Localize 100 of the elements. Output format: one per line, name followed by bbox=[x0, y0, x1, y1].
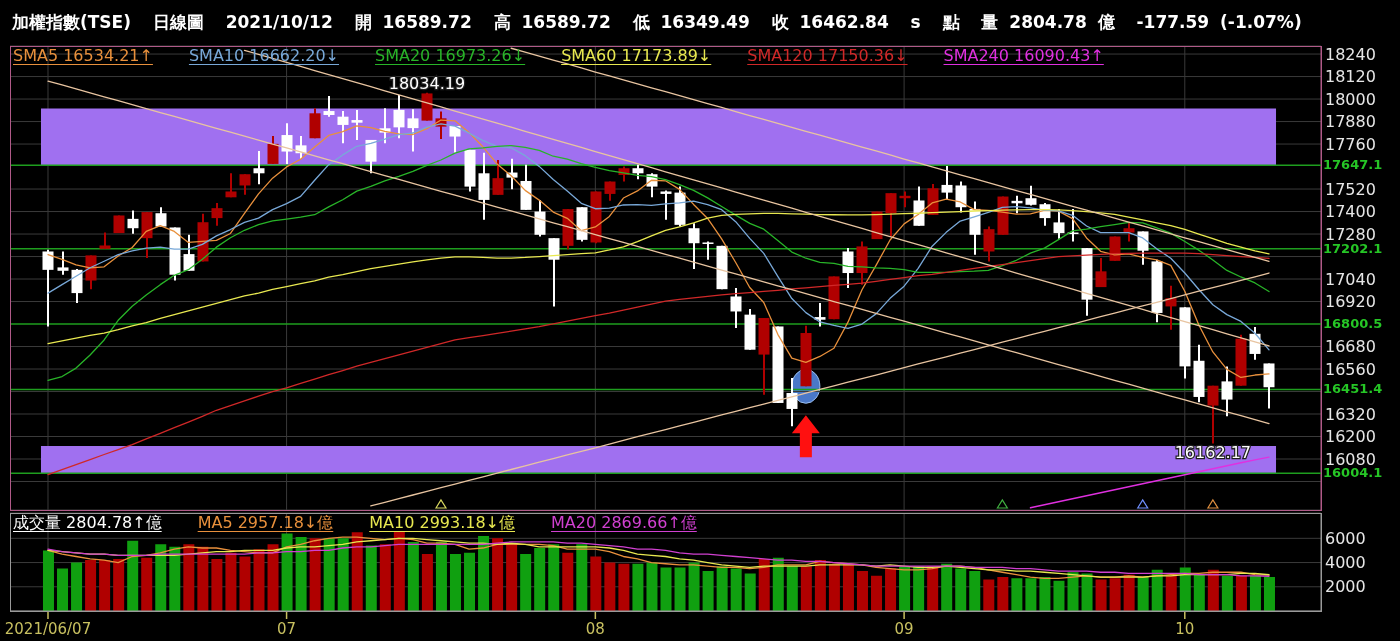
y-tick-label: 17040 bbox=[1325, 269, 1376, 289]
bar bbox=[576, 544, 588, 611]
x-tick-label: 07 bbox=[277, 620, 297, 638]
bar bbox=[1263, 577, 1275, 611]
bar bbox=[393, 531, 405, 611]
bar bbox=[449, 554, 461, 611]
bar bbox=[1207, 569, 1219, 611]
candlestick bbox=[786, 377, 798, 428]
candlestick bbox=[660, 189, 672, 221]
bar bbox=[983, 579, 995, 611]
bar bbox=[1193, 574, 1205, 611]
bar bbox=[899, 566, 911, 611]
candlestick bbox=[688, 222, 700, 271]
bar bbox=[99, 560, 111, 611]
y-tick-label: 17400 bbox=[1325, 202, 1376, 222]
text: SMA120 17150.36↓ bbox=[747, 46, 908, 65]
y-tick-label: 16680 bbox=[1325, 337, 1376, 357]
bar bbox=[927, 566, 939, 611]
bar bbox=[885, 568, 897, 611]
series-label: MA20 2869.66↑億 bbox=[551, 513, 697, 532]
bar bbox=[716, 566, 728, 611]
candlestick bbox=[183, 233, 195, 272]
y-tick-label: 16920 bbox=[1325, 292, 1376, 312]
bar bbox=[141, 557, 153, 611]
candlestick bbox=[267, 134, 279, 165]
bar bbox=[590, 556, 602, 611]
candlestick bbox=[393, 93, 405, 140]
candlestick bbox=[941, 164, 953, 201]
bar bbox=[57, 568, 69, 611]
bar bbox=[295, 537, 307, 611]
y-tick-label: 18120 bbox=[1325, 67, 1376, 87]
bar bbox=[506, 544, 518, 611]
bar bbox=[85, 560, 97, 611]
candlestick bbox=[1137, 230, 1149, 266]
line-series bbox=[47, 252, 1270, 476]
bar bbox=[1025, 578, 1037, 611]
bar bbox=[365, 545, 377, 611]
candlestick bbox=[1263, 362, 1275, 410]
candlestick bbox=[1123, 221, 1135, 243]
ref-line-label: 16004.1 bbox=[1323, 465, 1383, 482]
bar bbox=[1137, 577, 1149, 611]
bar bbox=[323, 538, 335, 611]
bar bbox=[1039, 577, 1051, 611]
candlestick bbox=[1221, 365, 1233, 418]
bar bbox=[702, 571, 714, 611]
bar bbox=[183, 544, 195, 611]
bar bbox=[309, 538, 321, 611]
text: SMA240 16090.43↑ bbox=[943, 46, 1104, 65]
ref-line-label: 16800.5 bbox=[1323, 315, 1383, 332]
bar bbox=[1235, 575, 1247, 611]
bar bbox=[421, 554, 433, 611]
bar bbox=[155, 544, 167, 611]
candlestick bbox=[42, 248, 54, 328]
bar bbox=[955, 568, 967, 611]
text: SMA5 16534.21↑ bbox=[13, 46, 153, 65]
ref-line-label: 17647.1 bbox=[1323, 157, 1383, 174]
candlestick bbox=[842, 247, 854, 290]
text: SMA20 16973.26↓ bbox=[375, 46, 526, 65]
chart-title: 加權指數(TSE) 日線圖 2021/10/12 開 16589.72 高 16589.72 低 16349.49 收 16462.84 s 點 量 2804.78 億 -177.59 (-1.07%) bbox=[12, 11, 1302, 33]
candlestick bbox=[955, 180, 967, 214]
bar bbox=[800, 566, 812, 611]
bar bbox=[1109, 578, 1121, 611]
bar bbox=[1165, 575, 1177, 611]
bar bbox=[267, 544, 279, 611]
bar bbox=[534, 548, 546, 611]
bar bbox=[211, 558, 223, 611]
bar bbox=[856, 571, 868, 611]
y-tick-label: 17760 bbox=[1325, 134, 1376, 154]
bar bbox=[169, 546, 181, 611]
annotation: 16162.17 bbox=[1174, 442, 1252, 462]
candlestick bbox=[351, 108, 363, 141]
bar bbox=[407, 541, 419, 611]
y-tick-label: 18240 bbox=[1325, 44, 1376, 64]
candlestick bbox=[127, 209, 139, 235]
annotation: 18034.19 bbox=[388, 73, 466, 93]
y-tick-label: 16560 bbox=[1325, 359, 1376, 379]
candlestick bbox=[71, 268, 83, 305]
y-tick-label: 16320 bbox=[1325, 404, 1376, 424]
bar bbox=[786, 566, 798, 611]
candlestick bbox=[211, 202, 223, 227]
bar bbox=[127, 540, 139, 611]
bar bbox=[1179, 567, 1191, 611]
candlestick bbox=[983, 225, 995, 263]
bar bbox=[113, 558, 125, 611]
bar bbox=[744, 573, 756, 611]
series-label: MA10 2993.18↓億 bbox=[369, 513, 516, 532]
bar bbox=[632, 563, 644, 611]
candlestick bbox=[548, 237, 560, 308]
x-tick-label: 09 bbox=[894, 620, 914, 638]
candlestick bbox=[239, 173, 251, 196]
y-tick-label: 17880 bbox=[1325, 112, 1376, 132]
candlestick bbox=[407, 108, 419, 153]
candlestick bbox=[253, 149, 265, 186]
candlestick bbox=[814, 302, 826, 328]
bar bbox=[281, 533, 293, 611]
bar bbox=[842, 563, 854, 611]
bar bbox=[1249, 575, 1261, 611]
bar bbox=[758, 558, 770, 611]
candlestick bbox=[323, 95, 335, 118]
bar bbox=[379, 544, 391, 611]
